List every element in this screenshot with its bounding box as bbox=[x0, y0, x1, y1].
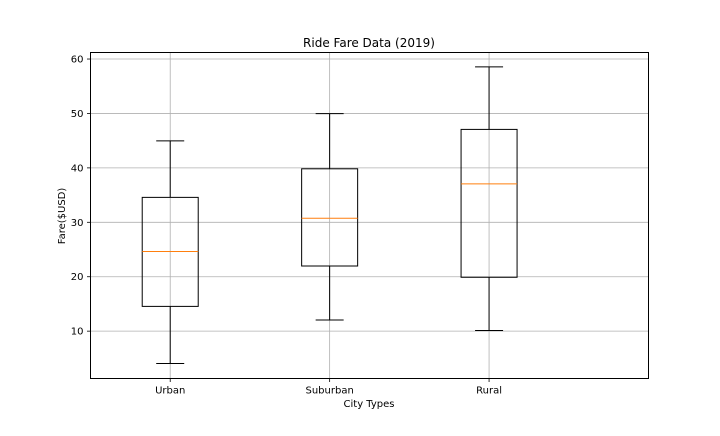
y-tick-label: 50 bbox=[71, 109, 84, 120]
y-tick-label: 40 bbox=[71, 163, 84, 174]
y-tick-label: 20 bbox=[71, 272, 84, 283]
y-tick-label: 10 bbox=[71, 327, 84, 338]
box-suburban bbox=[301, 113, 359, 321]
y-tick-label: 60 bbox=[71, 55, 84, 66]
x-tick-label: Urban bbox=[155, 386, 185, 397]
iqr-box bbox=[301, 168, 359, 267]
iqr-box bbox=[460, 128, 518, 278]
x-axis-label: City Types bbox=[344, 399, 395, 410]
box-rural bbox=[460, 66, 518, 332]
grid-layer bbox=[90, 52, 649, 379]
box-urban bbox=[141, 140, 199, 365]
chart-title: Ride Fare Data (2019) bbox=[303, 36, 435, 50]
x-tick-label: Suburban bbox=[305, 386, 353, 397]
tick-layer: Urban Suburban Rural 10 20 30 40 50 60 bbox=[71, 55, 502, 397]
x-tick-label: Rural bbox=[476, 386, 502, 397]
plot-frame bbox=[90, 52, 649, 379]
box-layer bbox=[141, 66, 518, 365]
y-axis-label: Fare($USD) bbox=[57, 188, 68, 245]
y-tick-label: 30 bbox=[71, 218, 84, 229]
